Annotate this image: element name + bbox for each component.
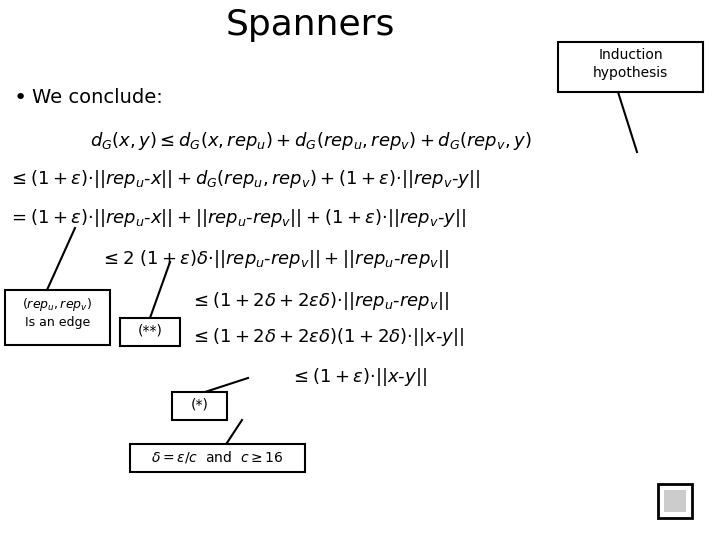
FancyBboxPatch shape — [120, 318, 180, 346]
FancyBboxPatch shape — [5, 290, 110, 345]
Text: $d_G(x,y) \leq d_G(x,rep_u) + d_G(rep_u,rep_v) + d_G(rep_v,y)$: $d_G(x,y) \leq d_G(x,rep_u) + d_G(rep_u,… — [90, 130, 531, 152]
Text: $\leq (1+\varepsilon){\cdot}||rep_u\text{-}x|| + d_G(rep_u,rep_v) + (1+\varepsil: $\leq (1+\varepsilon){\cdot}||rep_u\text… — [8, 168, 480, 190]
Text: $\delta = \varepsilon/c$  and  $c \geq 16$: $\delta = \varepsilon/c$ and $c \geq 16$ — [151, 449, 284, 465]
Text: Induction
hypothesis: Induction hypothesis — [593, 48, 668, 80]
Text: $\leq (1+2\delta+2\varepsilon\delta)(1+2\delta){\cdot}||x\text{-}y||$: $\leq (1+2\delta+2\varepsilon\delta)(1+2… — [190, 326, 464, 348]
FancyBboxPatch shape — [664, 490, 686, 512]
Text: $\leq (1+\varepsilon){\cdot}||x\text{-}y||$: $\leq (1+\varepsilon){\cdot}||x\text{-}y… — [290, 366, 427, 388]
Text: •: • — [14, 88, 27, 108]
Text: (*): (*) — [191, 397, 208, 411]
FancyBboxPatch shape — [658, 484, 692, 518]
Text: $\leq (1+2\delta+2\varepsilon\delta){\cdot}||rep_u\text{-}rep_v||$: $\leq (1+2\delta+2\varepsilon\delta){\cd… — [190, 290, 449, 312]
Text: Spanners: Spanners — [225, 8, 395, 42]
Text: $\leq 2\ (1+\varepsilon)\delta{\cdot}||rep_u\text{-}rep_v|| + ||rep_u\text{-}rep: $\leq 2\ (1+\varepsilon)\delta{\cdot}||r… — [100, 248, 449, 270]
FancyBboxPatch shape — [130, 444, 305, 472]
Text: (**): (**) — [138, 323, 163, 337]
FancyBboxPatch shape — [558, 42, 703, 92]
FancyBboxPatch shape — [172, 392, 227, 420]
Text: $= (1+\varepsilon){\cdot}||rep_u\text{-}x|| + ||rep_u\text{-}rep_v|| + (1+\varep: $= (1+\varepsilon){\cdot}||rep_u\text{-}… — [8, 207, 466, 229]
Text: We conclude:: We conclude: — [32, 88, 163, 107]
Text: $(rep_u,rep_v)$
Is an edge: $(rep_u,rep_v)$ Is an edge — [22, 296, 93, 329]
